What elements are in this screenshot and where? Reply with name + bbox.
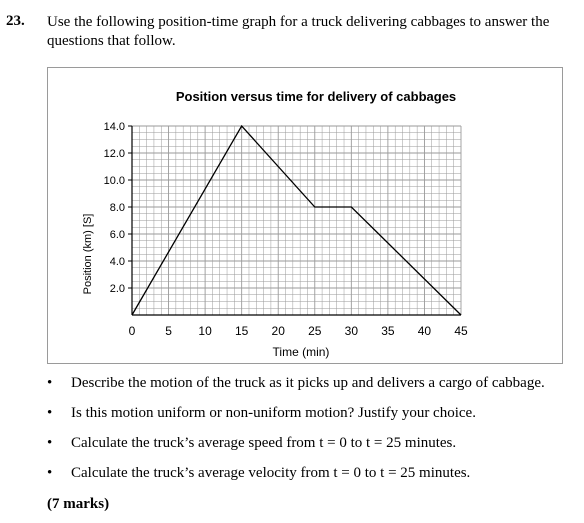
question-number: 23. xyxy=(6,13,25,29)
bullet-symbol: • xyxy=(47,465,53,481)
bullet-item: • Describe the motion of the truck as it… xyxy=(47,373,545,403)
bullet-text: Is this motion uniform or non-uniform mo… xyxy=(71,405,476,421)
x-tick-label: 20 xyxy=(272,324,286,338)
bullet-item: • Is this motion uniform or non-uniform … xyxy=(47,403,545,433)
x-tick-label: 45 xyxy=(454,324,468,338)
x-tick-label: 0 xyxy=(129,324,136,338)
x-tick-label: 35 xyxy=(381,324,395,338)
bullet-symbol: • xyxy=(47,435,53,451)
y-tick-label: 12.0 xyxy=(104,148,125,160)
y-tick-label: 8.0 xyxy=(110,202,125,214)
y-tick-label: 14.0 xyxy=(104,121,125,133)
y-tick-label: 2.0 xyxy=(110,283,125,295)
x-tick-label: 5 xyxy=(165,324,172,338)
bullet-symbol: • xyxy=(47,375,53,391)
x-axis-label: Time (min) xyxy=(273,345,330,359)
chart-title: Position versus time for delivery of cab… xyxy=(176,89,456,104)
bullet-text: Describe the motion of the truck as it p… xyxy=(71,375,545,391)
bullet-item: • Calculate the truck’s average velocity… xyxy=(47,463,545,493)
bullet-item: • Calculate the truck’s average speed fr… xyxy=(47,433,545,463)
chart-figure: Position versus time for delivery of cab… xyxy=(47,67,563,364)
marks-label: (7 marks) xyxy=(47,496,110,512)
bullet-text: Calculate the truck’s average speed from… xyxy=(71,435,457,451)
position-series-line xyxy=(131,124,462,316)
y-tick-label: 10.0 xyxy=(104,175,125,187)
position-time-chart: Position versus time for delivery of cab… xyxy=(82,89,468,359)
question-bullets: • Describe the motion of the truck as it… xyxy=(47,373,545,493)
y-tick-label: 6.0 xyxy=(110,229,125,241)
x-tick-label: 10 xyxy=(198,324,212,338)
bullet-text: Calculate the truck’s average velocity f… xyxy=(71,465,471,481)
x-tick-label: 30 xyxy=(345,324,359,338)
x-tick-label: 25 xyxy=(308,324,322,338)
y-axis-label: Position (km) [S] xyxy=(82,214,94,295)
y-tick-label: 4.0 xyxy=(110,256,125,268)
x-tick-label: 40 xyxy=(418,324,432,338)
x-tick-label: 15 xyxy=(235,324,249,338)
bullet-symbol: • xyxy=(47,405,53,421)
question-text: Use the following position-time graph fo… xyxy=(47,14,550,49)
